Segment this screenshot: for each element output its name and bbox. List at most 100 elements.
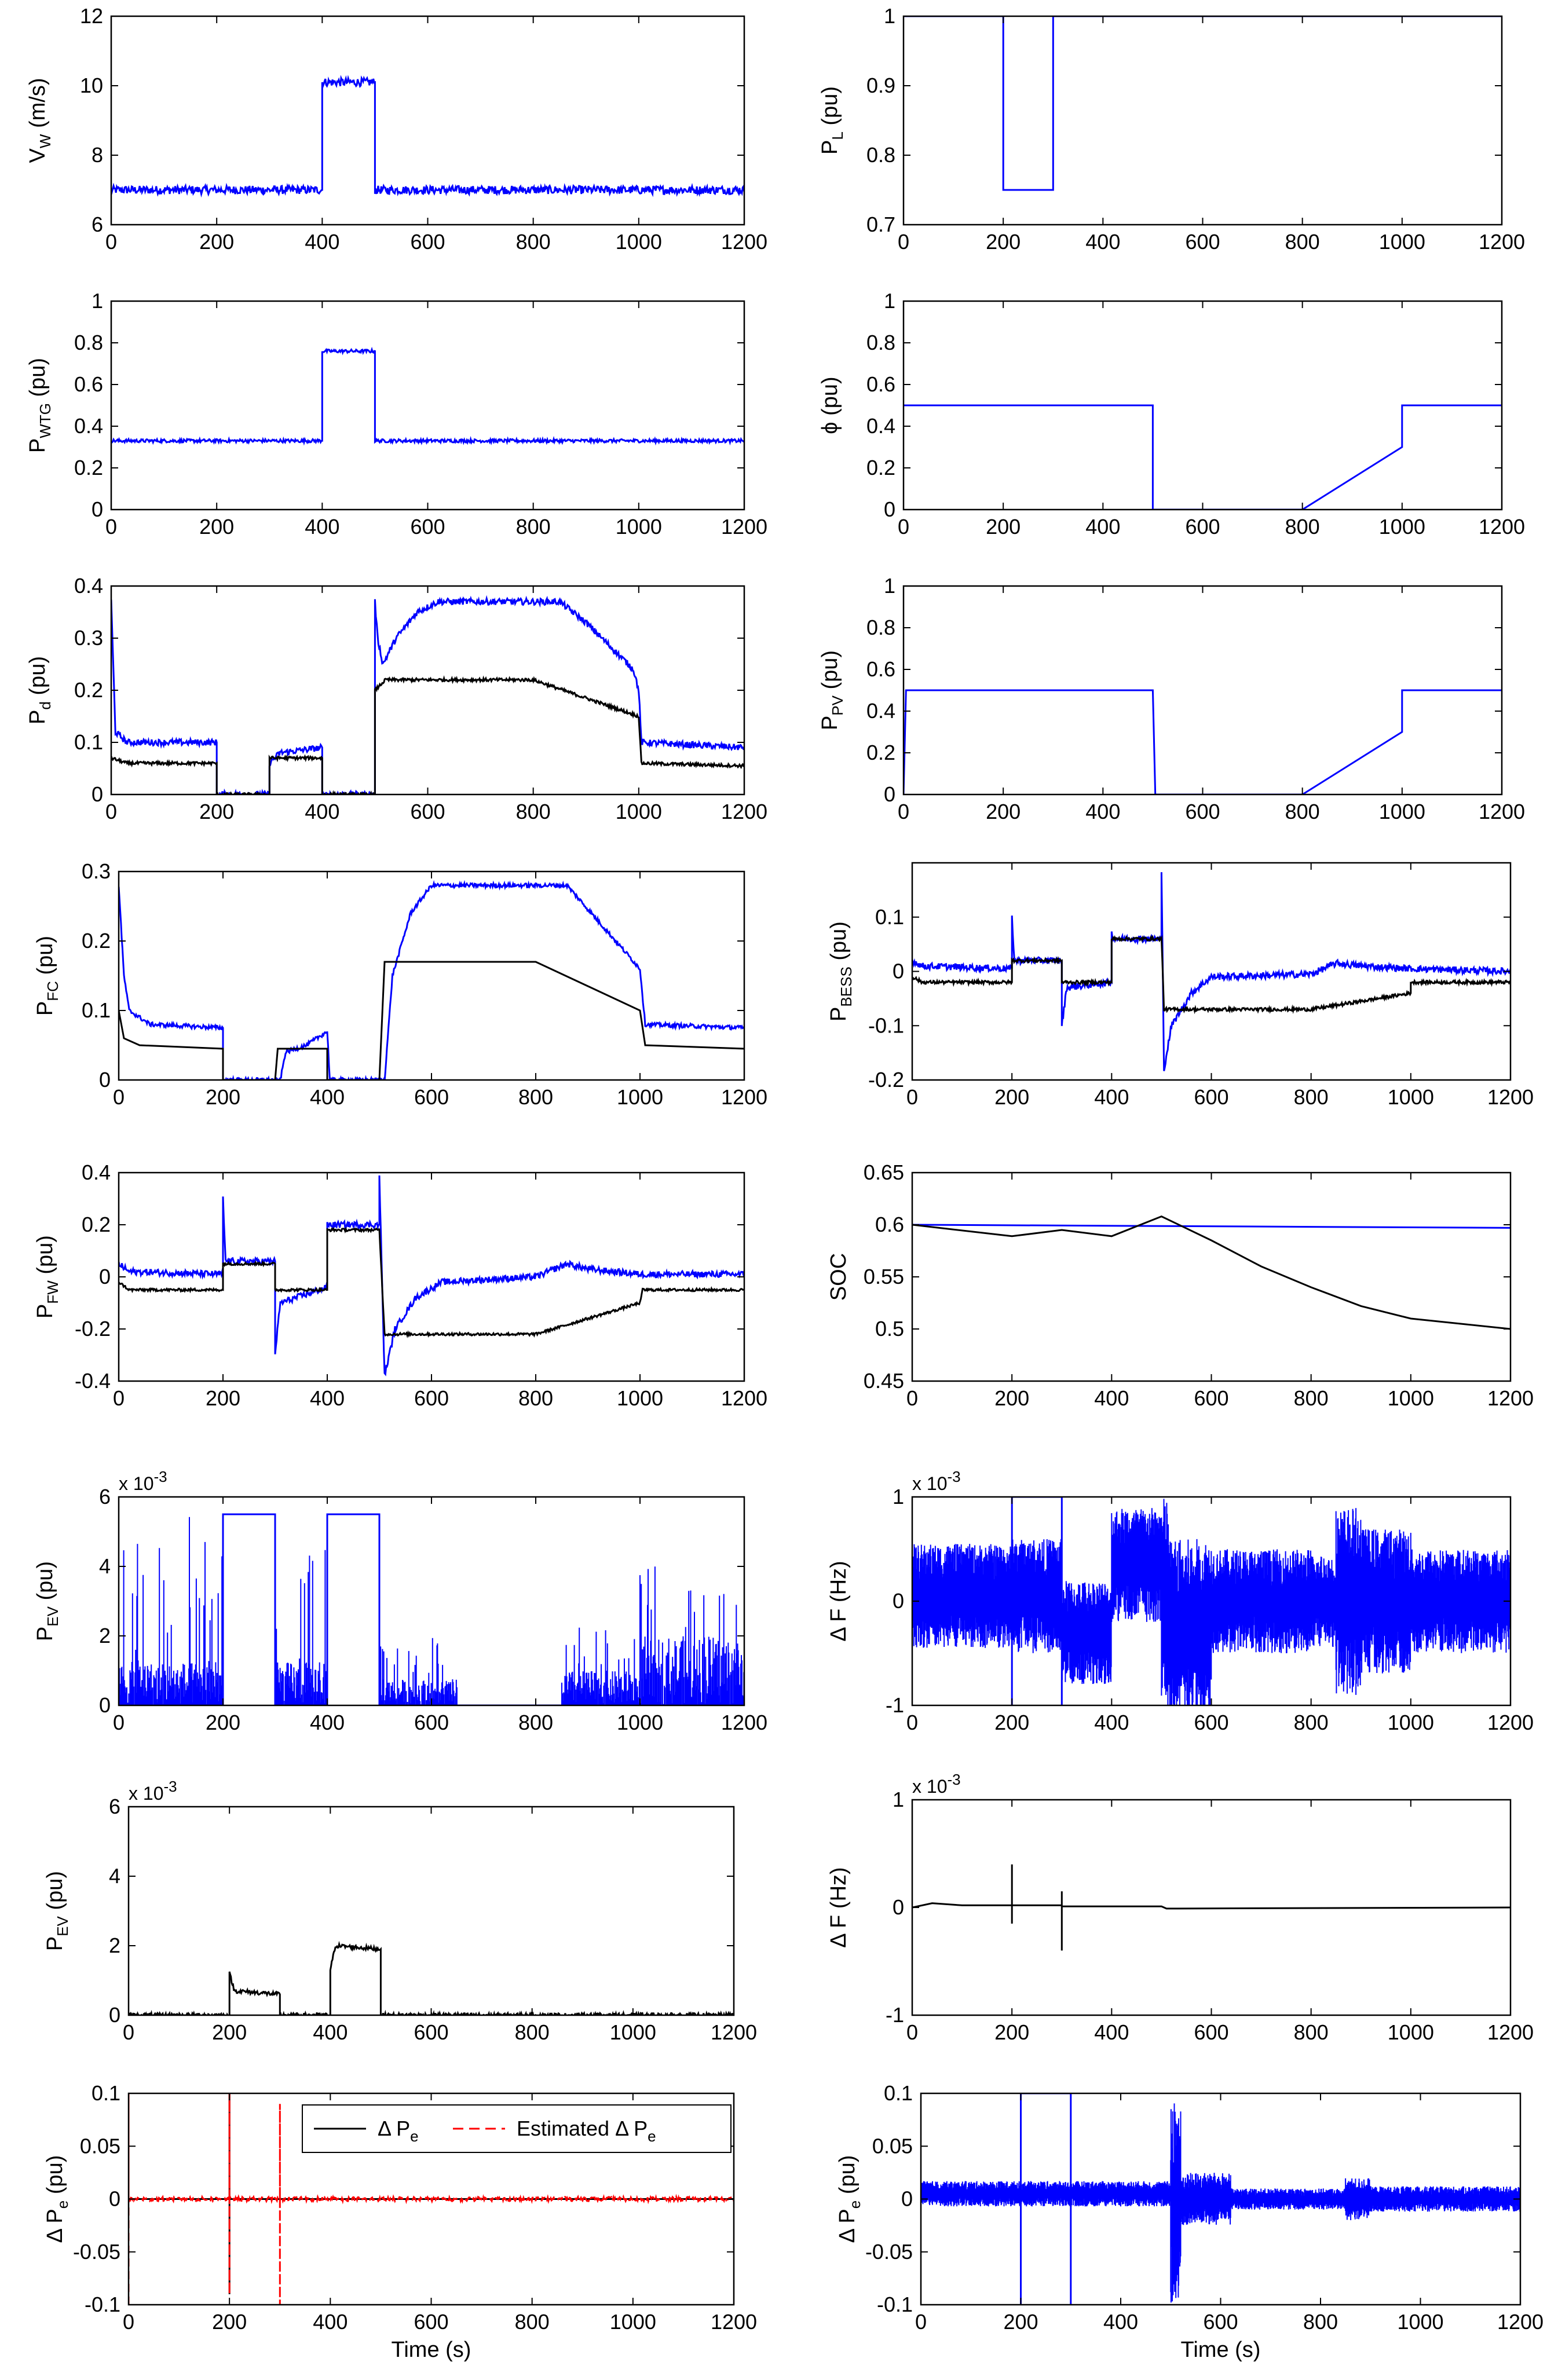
y-tick-label: 1: [893, 1788, 904, 1811]
x-tick-label: 400: [1094, 1711, 1129, 1734]
y-tick-label: 2: [109, 1934, 120, 1957]
y-exponent-power: -3: [947, 1771, 960, 1788]
series-1-line: [111, 595, 744, 794]
x-tick-label: 400: [1085, 800, 1120, 823]
x-tick-label: 200: [206, 1711, 240, 1734]
series-1-line: [119, 880, 744, 1080]
x-tick-label: 400: [310, 1711, 345, 1734]
y-axis-label: PL (pu): [818, 86, 846, 155]
x-tick-label: 800: [518, 1386, 553, 1410]
x-tick-label: 1000: [616, 800, 662, 823]
x-tick-label: 800: [518, 1711, 553, 1734]
y-tick-label: 0: [109, 2187, 120, 2211]
x-tick-label: 800: [515, 2020, 550, 2044]
y-tick-label: 0.45: [864, 1369, 904, 1393]
y-axis-label-suffix: (pu): [33, 1561, 57, 1606]
x-tick-label: 600: [410, 515, 445, 539]
y-axis-label-main: P: [25, 438, 50, 453]
y-axis-label-suffix: (pu): [25, 656, 50, 701]
y-axis-label: PEV (pu): [33, 1561, 61, 1641]
series-1-line: [904, 404, 1502, 510]
x-axis-label: Time (s): [392, 2338, 471, 2362]
series-group: [912, 1497, 1511, 1705]
y-tick-label: 1: [884, 4, 895, 28]
y-tick-label: 0.8: [866, 616, 895, 639]
y-tick-label: 0.2: [74, 456, 103, 479]
y-axis-label: Δ Pe (pu): [43, 2155, 71, 2243]
y-axis-label-main: P: [33, 1304, 57, 1319]
y-tick-label: -1: [886, 2003, 904, 2027]
series-1-line: [119, 1175, 744, 1376]
y-axis-label-main: Δ F: [826, 1915, 851, 1948]
x-tick-label: 1000: [617, 1085, 663, 1109]
y-tick-label: 0.4: [74, 414, 103, 438]
x-tick-label: 1000: [617, 1711, 663, 1734]
x-tick-label: 1200: [721, 800, 767, 823]
x-tick-label: 600: [410, 230, 445, 254]
x-tick-label: 400: [1094, 1085, 1129, 1109]
y-axis-label: Δ F (Hz): [826, 1561, 851, 1641]
y-axis-label-suffix: (pu): [818, 650, 842, 695]
y-tick-label: 8: [92, 143, 103, 167]
y-axis-label-sub: L: [829, 131, 846, 140]
y-axis-label-main: P: [43, 1936, 67, 1951]
x-tick-label: 1000: [616, 230, 662, 254]
y-tick-label: 0.2: [866, 741, 895, 764]
x-tick-label: 0: [105, 800, 117, 823]
y-axis-label-suffix: (pu): [33, 936, 57, 981]
x-tick-label: 200: [994, 1386, 1029, 1410]
series-2-line: [129, 2093, 734, 2305]
series-1-line: [912, 1224, 1511, 1229]
series-group: [111, 75, 744, 198]
series-group: [912, 1215, 1511, 1330]
x-tick-label: 1000: [1388, 1711, 1434, 1734]
y-tick-label: 6: [109, 1795, 120, 1818]
x-tick-label: 800: [516, 230, 551, 254]
y-axis-label-sub: e: [54, 2200, 71, 2209]
series-1-line: [111, 75, 744, 198]
x-tick-label: 1000: [616, 515, 662, 539]
x-tick-label: 400: [1103, 2310, 1138, 2334]
chart-pd: 0 200 400 600 800 1000 1200 0 0.1 0.2 0.3 0.4 Pd (pu…: [25, 574, 767, 823]
chart-soc: 0 200 400 600 800 1000 1200 0.45 0.5 0.55 0.6 0.65 S…: [826, 1160, 1534, 1410]
y-axis-label-sub: PV: [829, 695, 846, 715]
x-tick-label: 1200: [1487, 1085, 1534, 1109]
series-1-outline: [222, 1513, 562, 1705]
x-tick-label: 1200: [1479, 515, 1525, 539]
series-2-line: [119, 961, 744, 1080]
y-axis-label: Δ Pe (pu): [835, 2155, 864, 2243]
y-tick-label: 0.2: [82, 1213, 111, 1236]
series-1-line: [904, 16, 1502, 191]
y-axis-label-suffix: (pu): [818, 86, 842, 131]
chart-vw: 0 200 400 600 800 1000 1200 6 8 10 12 VW (m/s): [25, 4, 767, 254]
x-tick-label: 1000: [1397, 2310, 1443, 2334]
y-tick-label: 0.1: [82, 998, 111, 1022]
chart-pl: 0 200 400 600 800 1000 1200 0.7 0.8 0.9 1 PL (pu): [818, 4, 1525, 254]
y-tick-label: 6: [92, 213, 103, 236]
y-axis-label-main: P: [818, 140, 842, 155]
x-tick-label: 800: [1285, 515, 1320, 539]
y-axis-label-sub: d: [36, 701, 54, 709]
y-tick-label: 0.3: [74, 626, 103, 650]
y-tick-label: 0.6: [875, 1213, 904, 1236]
series-1-line: [111, 346, 744, 446]
x-tick-label: 1000: [1379, 230, 1425, 254]
x-tick-label: 0: [123, 2310, 134, 2334]
y-tick-label: 0.1: [92, 2081, 120, 2105]
x-tick-label: 800: [516, 800, 551, 823]
x-tick-label: 1000: [1388, 2020, 1434, 2044]
y-tick-label: 0.05: [872, 2134, 913, 2158]
y-axis-label-sub: EV: [54, 1916, 71, 1936]
x-tick-label: 1000: [1379, 515, 1425, 539]
y-tick-label: 0.2: [82, 929, 111, 953]
y-axis-label: PFC (pu): [33, 936, 61, 1016]
y-tick-label: 12: [80, 4, 103, 28]
y-axis-label: PWTG (pu): [25, 358, 54, 453]
x-tick-label: 200: [986, 230, 1021, 254]
x-tick-label: 0: [113, 1085, 125, 1109]
x-tick-label: 1000: [1388, 1085, 1434, 1109]
y-axis-label-sub: EV: [44, 1606, 61, 1626]
series-group: [921, 2093, 1520, 2305]
y-axis-label: PFW (pu): [33, 1235, 61, 1319]
chart-phi: 0 200 400 600 800 1000 1200 0 0.2 0.4 0.6 0.8 1 ϕ (pu…: [818, 289, 1525, 539]
